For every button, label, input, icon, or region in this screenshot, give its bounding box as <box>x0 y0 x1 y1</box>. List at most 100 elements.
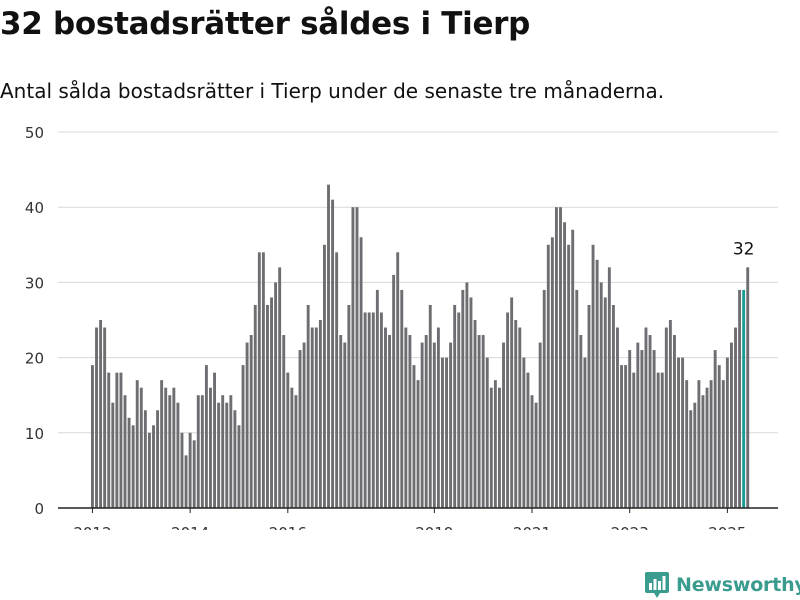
bars <box>91 184 750 509</box>
bar <box>477 335 481 508</box>
bar <box>709 380 713 508</box>
bar <box>359 237 363 508</box>
bar <box>119 372 123 508</box>
x-tick-label: 2019 <box>415 524 453 530</box>
x-tick-label: 2025 <box>708 524 746 530</box>
bar <box>278 267 282 508</box>
bar <box>428 304 432 508</box>
bar <box>135 380 139 508</box>
y-tick-label: 30 <box>25 274 44 292</box>
bar <box>611 304 615 508</box>
bar <box>343 342 347 508</box>
bar <box>441 357 444 508</box>
bar <box>595 259 599 508</box>
bar <box>673 335 676 508</box>
bar <box>388 335 392 508</box>
bar <box>217 402 221 508</box>
bar <box>384 327 387 508</box>
bar <box>347 304 351 508</box>
bar <box>241 365 245 508</box>
x-tick-label: 2021 <box>513 524 551 530</box>
bar <box>282 335 286 508</box>
bar <box>693 402 697 508</box>
bar <box>261 252 265 508</box>
bar <box>147 432 151 508</box>
bar <box>575 289 579 508</box>
bar <box>697 380 701 508</box>
bar <box>473 320 477 508</box>
y-tick-label: 20 <box>25 350 44 368</box>
bar <box>436 327 440 508</box>
bar <box>245 342 249 508</box>
bar <box>681 357 685 508</box>
bar <box>331 199 335 508</box>
bar <box>632 372 636 508</box>
bar <box>176 402 180 508</box>
bar <box>91 365 94 508</box>
bar <box>522 357 526 508</box>
bar <box>164 387 168 508</box>
bar <box>514 320 518 508</box>
bar <box>449 342 453 508</box>
bar <box>640 350 644 508</box>
bar <box>607 267 611 508</box>
bar <box>290 387 294 508</box>
bar <box>302 342 306 508</box>
bar <box>746 267 750 508</box>
bar <box>95 327 98 508</box>
data-labels: 32 <box>733 239 755 259</box>
bar <box>351 207 355 508</box>
y-tick-label: 0 <box>34 500 44 518</box>
brand-name: Newsworthy <box>676 574 800 596</box>
bar <box>725 357 729 508</box>
bar <box>648 335 652 508</box>
highlight-data-label: 32 <box>733 239 755 259</box>
bar <box>127 417 131 508</box>
bar <box>734 327 737 508</box>
bar <box>355 207 359 508</box>
bar <box>420 342 424 508</box>
bar <box>266 304 269 508</box>
bar <box>660 372 664 508</box>
bar <box>379 312 383 508</box>
bar <box>139 387 143 508</box>
bar <box>367 312 371 508</box>
bar <box>99 320 103 508</box>
bar <box>396 252 400 508</box>
bar <box>498 387 501 508</box>
bar <box>152 425 155 508</box>
bar <box>253 304 257 508</box>
bar <box>591 244 595 509</box>
bar <box>371 312 375 508</box>
bar <box>502 342 505 508</box>
bar <box>168 395 172 508</box>
bar <box>717 365 721 508</box>
bar <box>363 312 367 508</box>
bar <box>587 304 591 508</box>
chart-subtitle: Antal sålda bostadsrätter i Tierp under … <box>0 79 665 103</box>
bar <box>200 395 204 508</box>
bar <box>327 184 330 508</box>
bar <box>339 335 343 508</box>
bar <box>111 402 115 508</box>
bar <box>636 342 640 508</box>
bar <box>192 440 196 508</box>
bar <box>530 395 534 508</box>
bar <box>457 312 461 508</box>
bar <box>583 357 587 508</box>
bar <box>689 410 693 508</box>
bar <box>542 289 546 508</box>
bar <box>408 335 412 508</box>
bar <box>249 335 253 508</box>
bar <box>738 289 742 508</box>
bar <box>209 387 212 508</box>
x-axis-ticks: 2012 2014 2016 2019 2021 2023 2025 <box>58 507 778 530</box>
bar <box>526 372 530 508</box>
bar <box>603 297 607 508</box>
bar <box>652 350 656 508</box>
bar <box>204 365 208 508</box>
bar <box>485 357 489 508</box>
bar <box>306 304 310 508</box>
x-tick-label: 2014 <box>171 524 209 530</box>
bar <box>172 387 176 508</box>
